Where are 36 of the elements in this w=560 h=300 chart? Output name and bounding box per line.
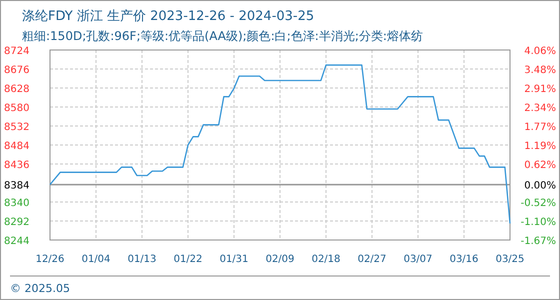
y2-tick-label: -1.10% — [520, 217, 556, 228]
x-tick-label: 02/18 — [312, 254, 340, 265]
y2-tick-label: -1.67% — [520, 236, 556, 247]
x-tick-label: 03/25 — [496, 254, 524, 265]
y2-tick-label: 3.48% — [524, 65, 556, 76]
y-tick-label: 8244 — [4, 236, 30, 247]
x-tick-label: 12/26 — [36, 254, 64, 265]
y2-tick-label: 1.19% — [524, 141, 556, 152]
subtitle: 粗细:150D;孔数:96F;等级:优等品(AA级);颜色:白;色泽:半消光;分类:熔体纺 — [22, 29, 423, 43]
y-tick-label: 8580 — [4, 103, 30, 114]
y2-tick-label: 4.06% — [524, 46, 556, 57]
y2-tick-label: 0.00% — [524, 180, 556, 192]
y-tick-label: 8628 — [4, 84, 30, 95]
x-tick-label: 01/31 — [220, 254, 248, 265]
y2-tick-label: 0.62% — [524, 160, 556, 172]
y2-tick-label: 1.77% — [524, 122, 556, 133]
y2-tick-label: -0.52% — [520, 198, 556, 209]
x-tick-label: 01/13 — [128, 254, 156, 265]
x-tick-label: 03/16 — [450, 254, 478, 265]
x-tick-label: 01/22 — [174, 254, 202, 265]
y-tick-label: 8484 — [4, 141, 30, 152]
y-tick-label: 8532 — [4, 122, 30, 133]
y-tick-label: 8292 — [4, 217, 30, 228]
y-tick-label: 8340 — [4, 198, 30, 209]
y2-tick-label: 2.91% — [524, 84, 556, 96]
y-tick-label: 8436 — [4, 160, 30, 171]
x-tick-label: 01/04 — [82, 254, 110, 265]
x-tick-label: 02/09 — [266, 254, 294, 265]
text: © 2025.05 — [10, 282, 70, 295]
y-tick-label: 8724 — [4, 46, 30, 57]
y-tick-label: 8384 — [4, 180, 30, 192]
y2-tick-label: 2.34% — [524, 103, 556, 114]
x-tick-label: 02/27 — [358, 254, 386, 265]
title: 涤纶FDY 浙江 生产价 2023-12-26 - 2024-03-25 — [22, 9, 314, 24]
y-tick-label: 8676 — [4, 65, 30, 76]
x-tick-label: 03/07 — [404, 254, 432, 265]
